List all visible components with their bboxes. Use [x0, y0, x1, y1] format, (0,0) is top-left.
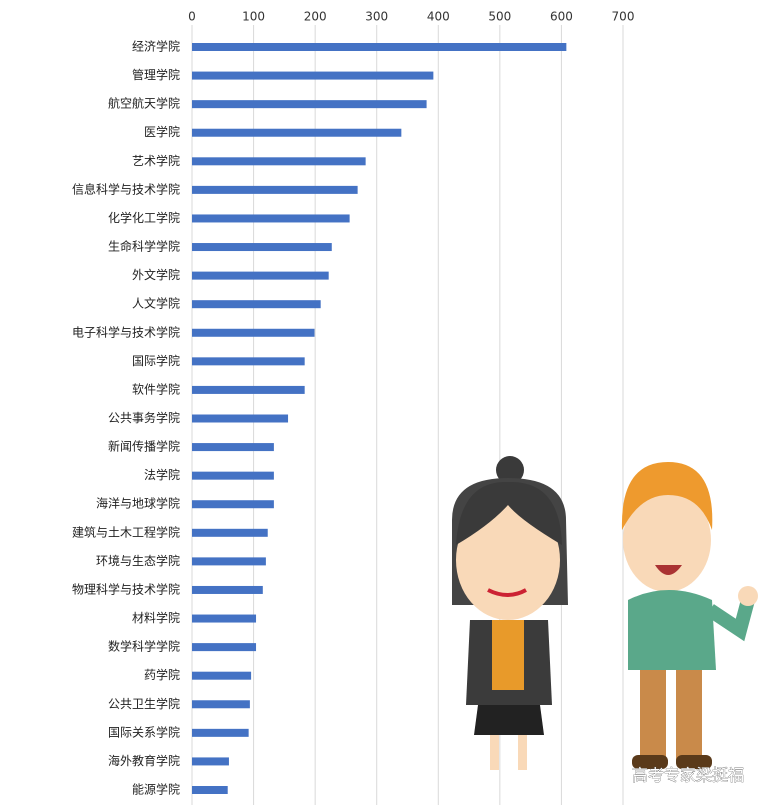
- y-tick-label: 外文学院: [132, 267, 180, 282]
- x-tick-label: 700: [612, 10, 635, 24]
- x-tick-label: 600: [550, 10, 573, 24]
- bar: [192, 643, 257, 652]
- bar: [192, 243, 332, 252]
- bar: [192, 300, 321, 309]
- bar: [192, 357, 305, 366]
- bar: [192, 471, 274, 480]
- bar: [192, 528, 268, 537]
- bar: [192, 43, 567, 51]
- bar: [192, 786, 228, 794]
- x-tick-label: 400: [427, 10, 450, 24]
- y-tick-label: 经济学院: [132, 39, 180, 54]
- y-tick-label: 海洋与地球学院: [96, 496, 180, 511]
- y-tick-label: 国际关系学院: [108, 724, 180, 739]
- y-tick-label: 数学科学学院: [108, 639, 180, 654]
- y-tick-label: 药学院: [144, 667, 180, 682]
- y-tick-label: 公共卫生学院: [108, 696, 180, 711]
- y-tick-label: 新闻传播学院: [108, 439, 180, 454]
- y-tick-label: 艺术学院: [132, 153, 180, 168]
- y-tick-label: 物理科学与技术学院: [72, 581, 180, 596]
- x-tick-label: 100: [242, 10, 265, 24]
- y-tick-label: 航空航天学院: [108, 96, 180, 111]
- y-tick-label: 人文学院: [132, 296, 180, 311]
- x-tick-label: 0: [188, 10, 196, 24]
- y-tick-label: 管理学院: [132, 67, 180, 82]
- bar: [192, 157, 366, 166]
- watermark: 高考专家梁挺福: [632, 766, 744, 785]
- bar: [192, 100, 427, 109]
- y-tick-label: 能源学院: [132, 782, 180, 797]
- bar: [192, 614, 257, 623]
- bar: [192, 271, 329, 280]
- y-tick-label: 软件学院: [132, 381, 180, 396]
- bar: [192, 671, 252, 680]
- y-tick-label: 公共事务学院: [108, 410, 180, 425]
- y-tick-label: 材料学院: [132, 610, 180, 625]
- y-tick-label: 法学院: [144, 467, 180, 482]
- y-tick-label: 国际学院: [132, 353, 180, 368]
- illustration-boy: [621, 462, 758, 769]
- bar: [192, 500, 274, 509]
- y-tick-label: 化学化工学院: [108, 210, 180, 225]
- y-tick-label: 环境与生态学院: [96, 553, 180, 568]
- bar: [192, 128, 402, 137]
- bar: [192, 728, 249, 737]
- bar: [192, 585, 263, 594]
- bar: [192, 757, 229, 766]
- x-tick-label: 500: [488, 10, 511, 24]
- x-tick-label: 300: [365, 10, 388, 24]
- y-tick-label: 医学院: [144, 124, 180, 139]
- bar: [192, 385, 305, 394]
- bar: [192, 71, 434, 80]
- y-tick-label: 生命科学学院: [108, 239, 180, 254]
- illustration-girl: [452, 456, 568, 770]
- bar: [192, 414, 289, 423]
- bar: [192, 214, 350, 223]
- bar: [192, 443, 274, 452]
- y-tick-label: 信息科学与技术学院: [72, 181, 180, 196]
- y-tick-label: 电子科学与技术学院: [72, 324, 180, 339]
- y-tick-label: 建筑与土木工程学院: [72, 524, 180, 539]
- x-tick-label: 200: [304, 10, 327, 24]
- y-tick-label: 海外教育学院: [108, 753, 180, 768]
- bar: [192, 328, 315, 337]
- bar: [192, 185, 358, 194]
- bar: [192, 557, 266, 566]
- bar: [192, 700, 250, 709]
